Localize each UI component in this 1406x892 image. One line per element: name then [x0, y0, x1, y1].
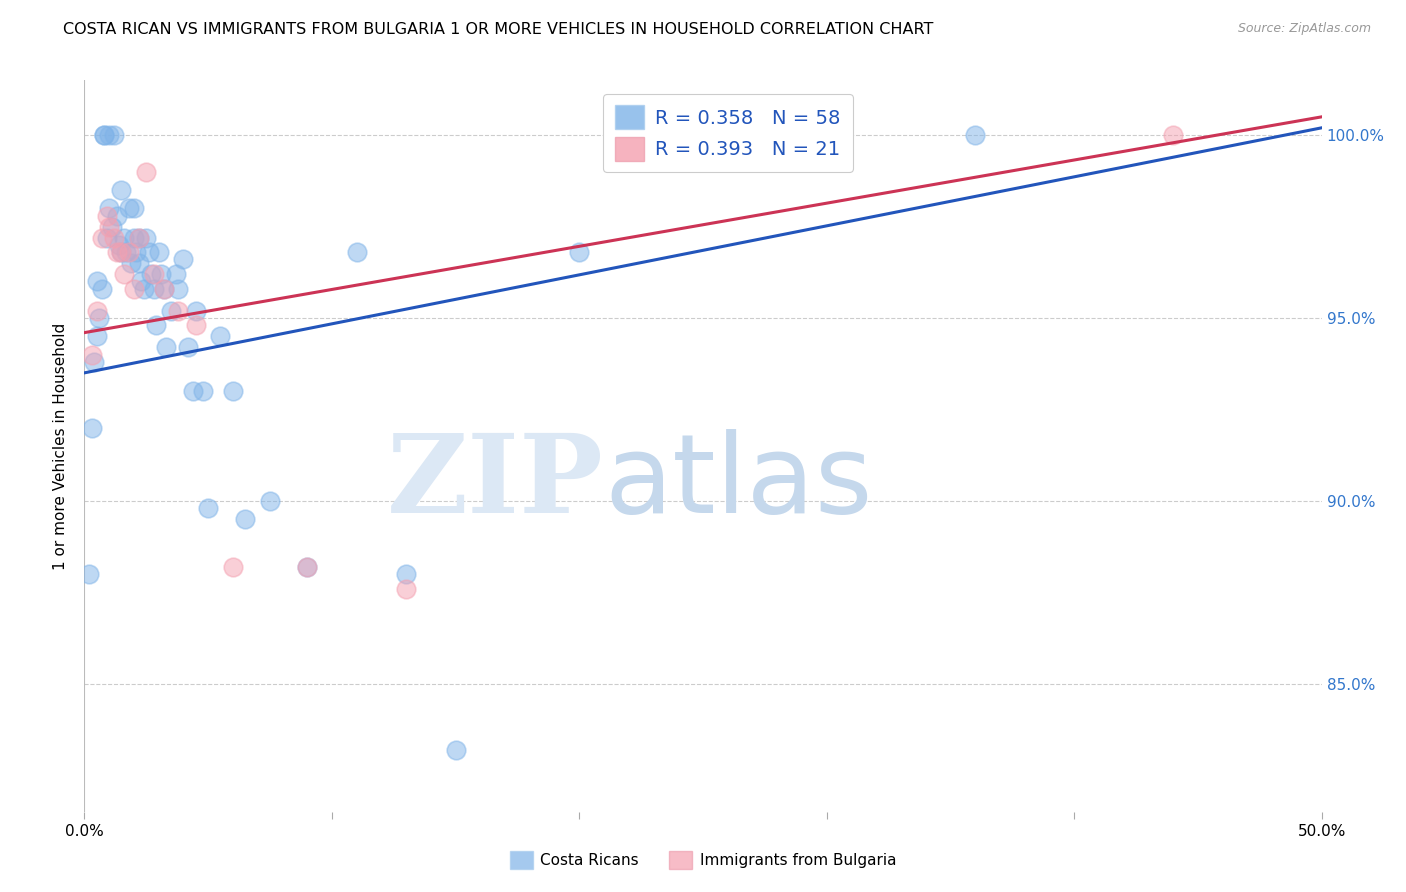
Point: [122, 230, 145, 244]
Point: [233, 512, 256, 526]
Point: [108, 237, 131, 252]
Point: [128, 230, 150, 244]
Point: [98, 219, 121, 234]
Point: [141, 267, 163, 281]
Text: COSTA RICAN VS IMMIGRANTS FROM BULGARIA 1 OR MORE VEHICLES IN HOUSEHOLD CORRELAT: COSTA RICAN VS IMMIGRANTS FROM BULGARIA …: [63, 22, 934, 37]
Point: [191, 384, 214, 398]
Point: [86, 329, 108, 343]
Legend: R = 0.358   N = 58, R = 0.393   N = 21: R = 0.358 N = 58, R = 0.393 N = 21: [603, 94, 852, 172]
Point: [259, 493, 281, 508]
Point: [118, 245, 141, 260]
Point: [83, 355, 105, 369]
Point: [209, 329, 232, 343]
Point: [112, 267, 135, 281]
Point: [112, 230, 135, 244]
Point: [150, 267, 173, 281]
Point: [110, 183, 132, 197]
Point: [105, 209, 128, 223]
Point: [86, 303, 108, 318]
Legend: Costa Ricans, Immigrants from Bulgaria: Costa Ricans, Immigrants from Bulgaria: [503, 845, 903, 875]
Point: [138, 245, 160, 260]
Point: [128, 230, 150, 244]
Point: [152, 282, 174, 296]
Point: [181, 384, 204, 398]
Point: [79, 566, 101, 581]
Y-axis label: 1 or more Vehicles in Household: 1 or more Vehicles in Household: [53, 322, 69, 570]
Point: [142, 267, 165, 281]
Point: [90, 282, 112, 296]
Point: [172, 252, 194, 267]
Point: [110, 245, 132, 260]
Point: [103, 230, 125, 244]
Point: [165, 267, 187, 281]
Point: [90, 230, 112, 244]
Point: [86, 274, 108, 288]
Point: [122, 282, 145, 296]
Point: [167, 282, 190, 296]
Point: [93, 128, 115, 142]
Point: [148, 245, 170, 260]
Point: [395, 566, 418, 581]
Point: [135, 230, 157, 244]
Point: [184, 303, 207, 318]
Point: [120, 256, 142, 270]
Point: [96, 230, 118, 244]
Point: [122, 201, 145, 215]
Point: [100, 219, 122, 234]
Point: [115, 245, 138, 260]
Point: [222, 559, 245, 574]
Point: [145, 318, 167, 333]
Point: [568, 245, 591, 260]
Point: [80, 420, 103, 434]
Point: [110, 245, 132, 260]
Point: [129, 274, 152, 288]
Point: [98, 201, 121, 215]
Point: [222, 384, 245, 398]
Point: [155, 340, 177, 354]
Point: [105, 245, 128, 260]
Point: [965, 128, 987, 142]
Point: [167, 303, 190, 318]
Text: atlas: atlas: [605, 429, 873, 536]
Point: [197, 501, 219, 516]
Point: [89, 310, 111, 325]
Point: [93, 128, 115, 142]
Point: [152, 282, 174, 296]
Point: [395, 582, 418, 596]
Point: [80, 347, 103, 361]
Point: [160, 303, 183, 318]
Point: [103, 128, 125, 142]
Point: [96, 209, 118, 223]
Point: [125, 245, 148, 260]
Point: [346, 245, 368, 260]
Point: [135, 164, 157, 178]
Point: [295, 559, 318, 574]
Point: [766, 128, 789, 142]
Point: [98, 128, 121, 142]
Text: ZIP: ZIP: [387, 429, 605, 536]
Point: [1161, 128, 1184, 142]
Point: [295, 559, 318, 574]
Point: [177, 340, 200, 354]
Text: Source: ZipAtlas.com: Source: ZipAtlas.com: [1237, 22, 1371, 36]
Point: [142, 282, 165, 296]
Point: [184, 318, 207, 333]
Point: [118, 201, 141, 215]
Point: [132, 282, 155, 296]
Point: [128, 256, 150, 270]
Point: [444, 742, 467, 756]
